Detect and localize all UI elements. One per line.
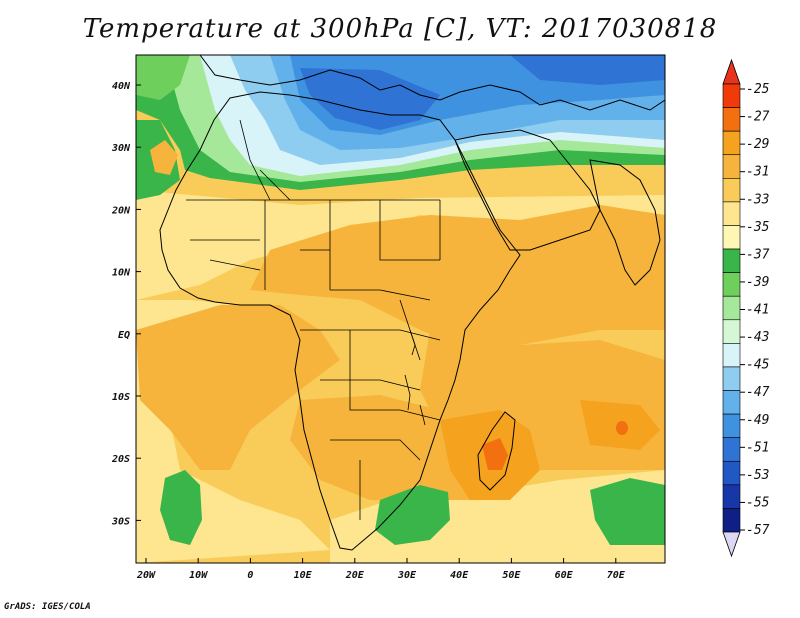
colorbar-label: -35	[746, 220, 770, 235]
africa-coastline	[159, 91, 521, 551]
colorbar-top-arrow	[722, 58, 741, 85]
field-green-southwest	[160, 470, 202, 545]
colorbar-label: -55	[746, 495, 770, 510]
colorbar-swatch	[722, 295, 741, 321]
lon-tick-label: 40E	[450, 570, 469, 581]
east-africa-lakes	[404, 329, 426, 426]
lat-tick-label: 40N	[112, 81, 131, 92]
field-hot-spot	[616, 421, 628, 435]
lon-tick-label: 20W	[136, 570, 156, 581]
colorbar-label: -49	[746, 413, 769, 428]
colorbar: -25 -27 -29 -31 -33 -35 -37 -39 -41 -43 -45 -47 -49 -…	[722, 58, 770, 558]
colorbar-swatch	[722, 83, 741, 108]
colorbar-swatch	[722, 178, 741, 203]
lat-tick-label: 20S	[111, 454, 130, 465]
colorbar-swatch	[722, 225, 741, 250]
field-hot-core	[482, 438, 508, 470]
longitude-axis: 20W 10W 0 10E 20E 30E 40E 50E 60E 70E	[136, 558, 626, 581]
colorbar-bottom-arrow	[722, 531, 741, 558]
colorbar-swatch	[722, 248, 741, 273]
colorbar-label: -27	[746, 110, 770, 125]
lon-tick-label: 60E	[555, 570, 574, 581]
lon-tick-label: 50E	[502, 570, 521, 581]
arabia-coastline	[454, 129, 601, 251]
field-orange-south	[290, 395, 470, 500]
lat-tick-label: 10S	[112, 392, 130, 403]
lon-tick-label: 70E	[607, 570, 626, 581]
grads-credit: GrADS: IGES/COLA	[4, 602, 91, 612]
field-deep-blue-ne	[510, 55, 665, 85]
colorbar-swatch	[722, 107, 741, 132]
lat-tick-label: 10N	[112, 268, 131, 279]
field-orange-central	[250, 205, 665, 350]
colorbar-swatch	[722, 366, 741, 391]
lat-tick-label: EQ	[118, 330, 130, 341]
lon-tick-label: 30E	[397, 570, 417, 581]
colorbar-label: -37	[746, 247, 770, 262]
chart-title: Temperature at 300hPa [C], VT: 201703081…	[82, 14, 718, 44]
colorbar-label: -51	[746, 440, 769, 455]
colorbar-swatch	[722, 154, 741, 179]
colorbar-label: -29	[746, 137, 769, 152]
colorbar-label: -45	[746, 358, 770, 373]
field-orange-west	[136, 305, 340, 470]
colorbar-swatch	[722, 484, 741, 509]
colorbar-swatch	[722, 343, 741, 368]
colorbar-swatch	[722, 508, 741, 533]
colorbar-swatch	[722, 413, 741, 438]
colorbar-label: -43	[746, 330, 769, 345]
field-orange-morocco	[150, 140, 178, 175]
colorbar-swatch	[722, 437, 741, 462]
temperature-field	[136, 55, 665, 563]
colorbar-label: -31	[746, 165, 769, 180]
europe-coastline	[199, 55, 665, 111]
latitude-axis: 40N 30N 20N 10N EQ 10S 20S 30S	[111, 81, 141, 527]
colorbar-label: -33	[746, 192, 769, 207]
colorbar-label: -41	[746, 303, 769, 318]
colorbar-swatch	[722, 460, 741, 486]
colorbar-label: -39	[746, 275, 769, 290]
colorbar-swatch	[722, 390, 741, 415]
lat-tick-label: 30N	[111, 143, 131, 154]
colorbar-swatch	[722, 201, 741, 226]
lat-tick-label: 30S	[111, 516, 130, 527]
colorbar-swatch	[722, 272, 741, 297]
map-frame	[135, 54, 666, 564]
colorbar-label: -25	[746, 82, 770, 97]
field-green-iberia	[136, 55, 190, 100]
lon-tick-label: 20E	[345, 570, 365, 581]
lon-tick-label: 10W	[189, 570, 208, 581]
india-coastline	[589, 159, 661, 286]
colorbar-label: -53	[746, 468, 769, 483]
lat-tick-label: 20N	[111, 205, 131, 216]
lon-tick-label: 10E	[294, 570, 313, 581]
coastlines	[159, 55, 665, 551]
lon-tick-label: 0	[247, 570, 253, 581]
colorbar-swatch	[722, 130, 741, 156]
field-light-yellow-north	[136, 190, 665, 300]
field-green-southafrica	[375, 485, 450, 545]
madagascar-coastline	[477, 411, 516, 491]
colorbar-label: -57	[746, 523, 770, 538]
colorbar-label: -47	[746, 385, 770, 400]
field-green-southeast	[590, 478, 665, 545]
colorbar-swatch	[722, 319, 741, 344]
